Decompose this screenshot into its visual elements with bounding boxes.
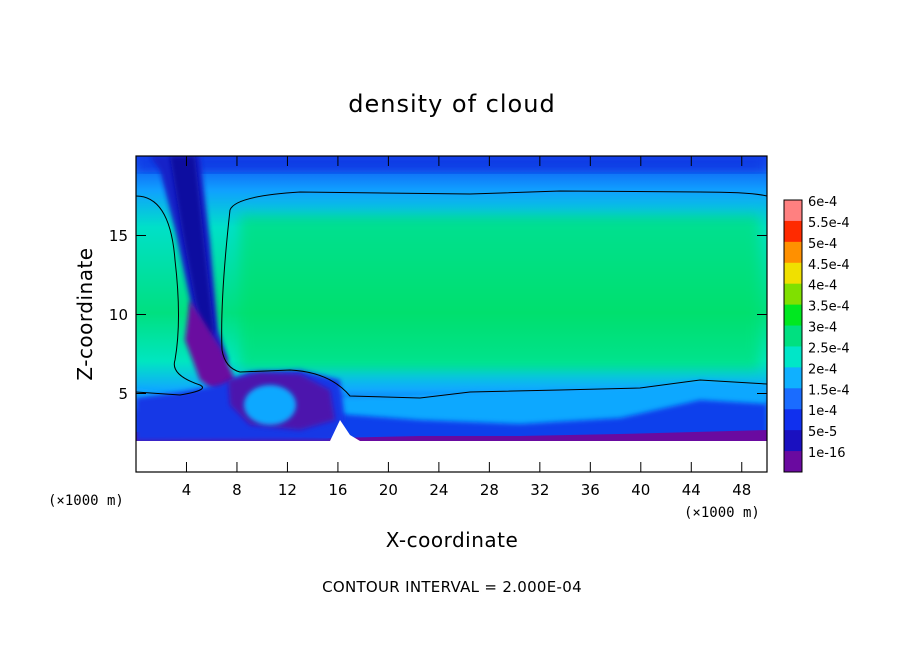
- y-axis: 5 10 15 Z-coordinate (×1000 m): [48, 227, 146, 509]
- y-axis-label: Z-coordinate: [73, 247, 97, 380]
- x-axis: 4 8 12 16 20 24 28 32 36 40 44 48: [182, 156, 767, 499]
- y-axis-unit: (×1000 m): [48, 493, 124, 509]
- x-tick-label: 32: [530, 481, 549, 499]
- colorbar-swatch: [784, 325, 802, 347]
- colorbar-swatch: [784, 388, 802, 410]
- x-tick-label: 44: [682, 481, 701, 499]
- colorbar-swatch: [784, 367, 802, 389]
- colorbar-swatch: [784, 304, 802, 327]
- x-tick-label: 24: [429, 481, 448, 499]
- heatmap-field: [136, 156, 767, 472]
- y-tick-label: 15: [109, 227, 128, 245]
- x-axis-label: X-coordinate: [386, 528, 519, 552]
- colorbar-label: 5.5e-4: [808, 216, 850, 231]
- colorbar-label: 6e-4: [808, 195, 837, 210]
- colorbar-swatch: [784, 430, 802, 452]
- colorbar-swatch: [784, 241, 802, 264]
- x-tick-label: 12: [278, 481, 297, 499]
- x-tick-label: 28: [480, 481, 499, 499]
- colorbar-label: 3.5e-4: [808, 300, 850, 315]
- colorbar-label: 1e-16: [808, 446, 846, 461]
- colorbar: 6e-4 5.5e-4 5e-4 4.5e-4 4e-4 3.5e-4 3e-4 2.5e-4…: [783, 195, 850, 473]
- x-tick-label: 4: [182, 481, 192, 499]
- colorbar-label: 2.5e-4: [808, 341, 850, 356]
- colorbar-label: 3e-4: [808, 321, 837, 336]
- contour-interval-label: CONTOUR INTERVAL = 2.000E-04: [322, 578, 582, 596]
- chart-title: density of cloud: [348, 90, 555, 118]
- colorbar-label: 2e-4: [808, 362, 837, 377]
- x-tick-label: 16: [328, 481, 347, 499]
- colorbar-swatch: [784, 262, 802, 285]
- colorbar-swatch: [784, 451, 802, 473]
- x-tick-label: 40: [631, 481, 650, 499]
- y-tick-label: 5: [118, 385, 128, 403]
- x-tick-label: 20: [379, 481, 398, 499]
- colorbar-label: 1.5e-4: [808, 383, 850, 398]
- colorbar-swatch: [784, 200, 802, 222]
- colorbar-swatch: [784, 283, 802, 306]
- y-tick-label: 10: [109, 306, 128, 324]
- colorbar-label: 5e-5: [808, 425, 837, 440]
- colorbar-label: 5e-4: [808, 237, 837, 252]
- x-tick-label: 36: [581, 481, 600, 499]
- x-tick-label: 8: [232, 481, 242, 499]
- colorbar-swatch: [784, 220, 802, 243]
- x-tick-label: 48: [732, 481, 751, 499]
- colorbar-label: 4.5e-4: [808, 258, 850, 273]
- colorbar-label: 1e-4: [808, 404, 837, 419]
- x-axis-unit: (×1000 m): [684, 505, 760, 521]
- colorbar-label: 4e-4: [808, 279, 837, 294]
- colorbar-frame: [783, 199, 803, 473]
- colorbar-swatch: [784, 409, 802, 431]
- colorbar-swatch: [784, 346, 802, 368]
